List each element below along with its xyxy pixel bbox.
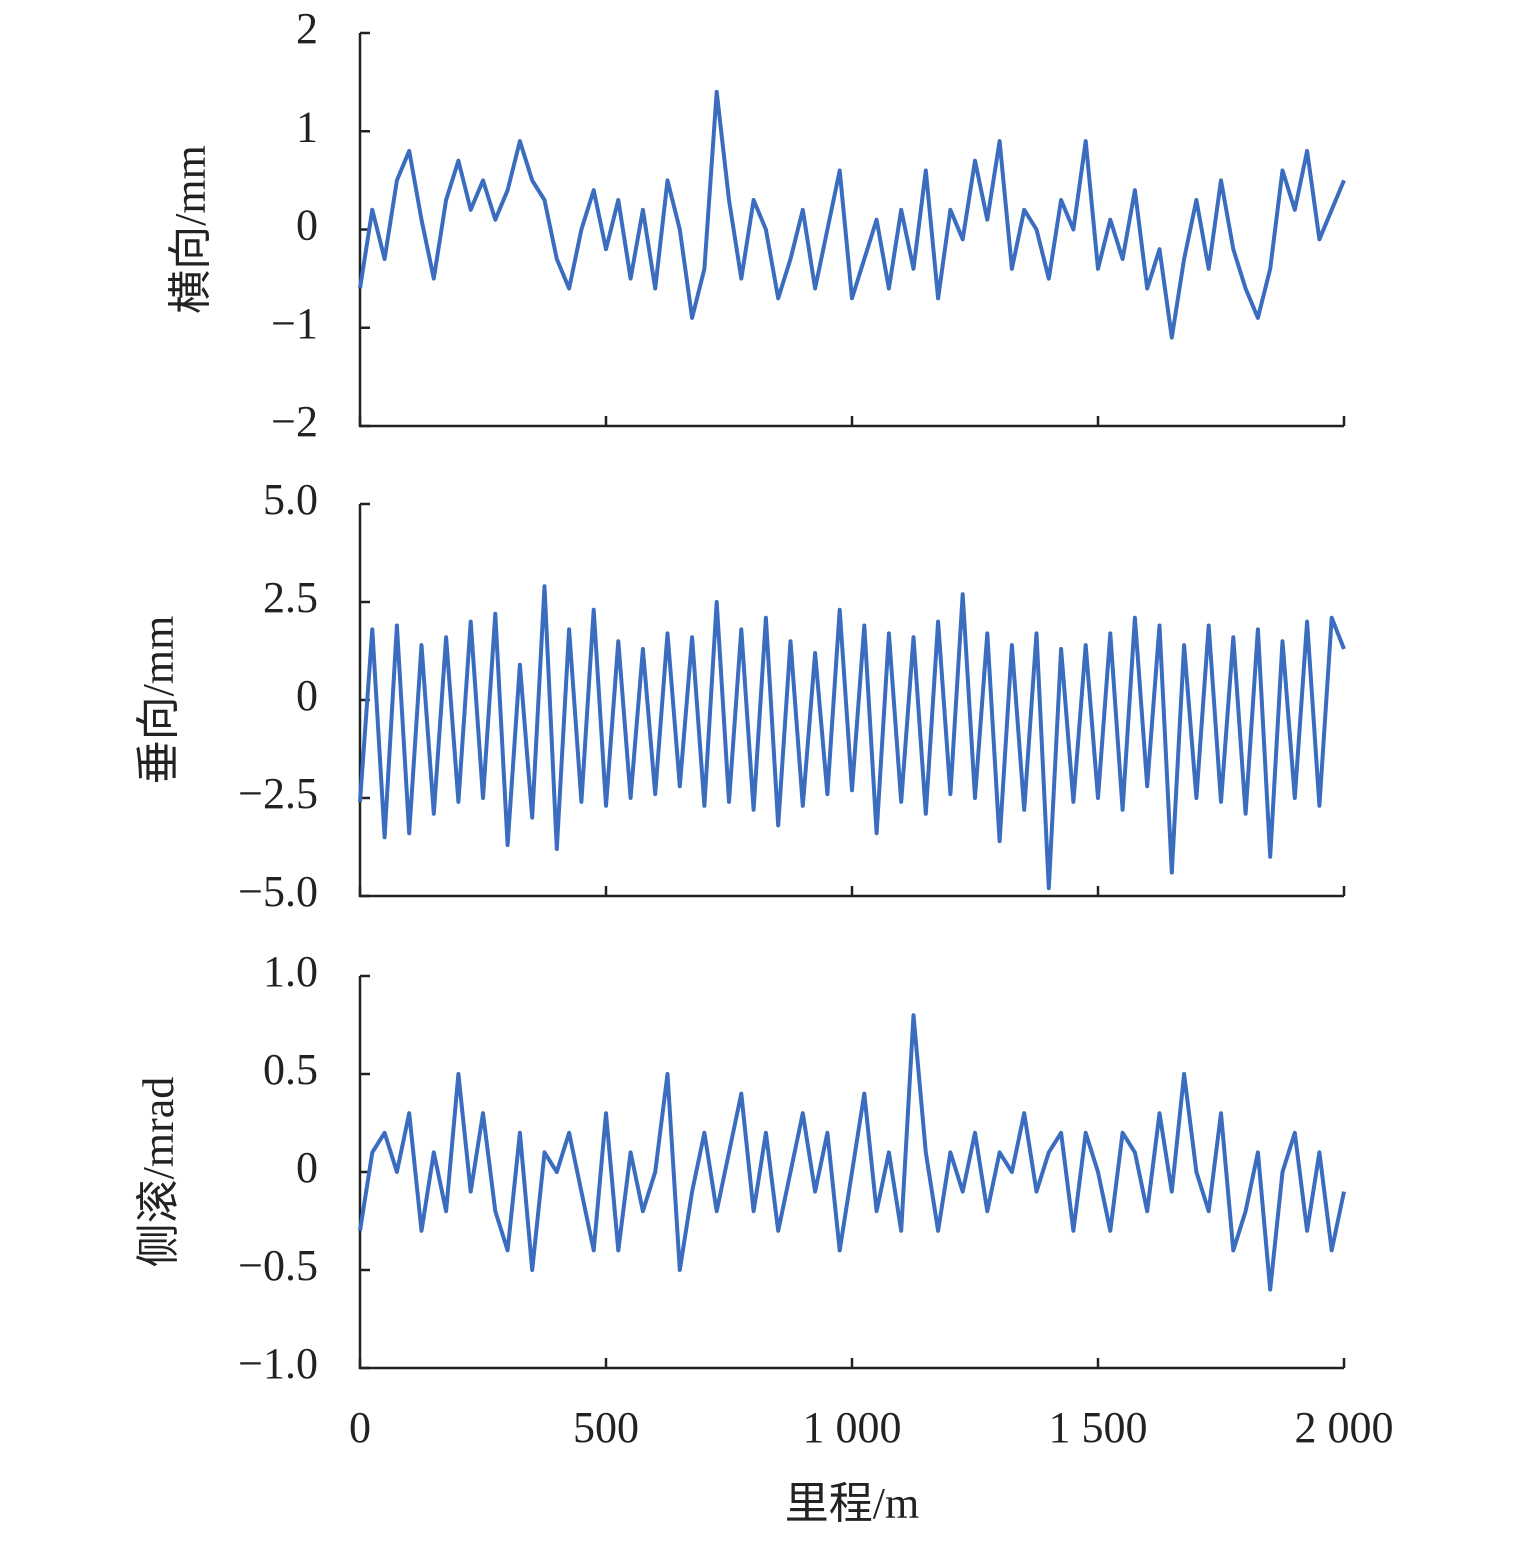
y-tick-label: −1.0 bbox=[238, 1339, 318, 1388]
data-line bbox=[358, 584, 1346, 891]
y-tick-label: −2.5 bbox=[238, 769, 318, 818]
x-tick-label: 500 bbox=[573, 1403, 639, 1452]
y-tick-label: 2 bbox=[296, 4, 318, 53]
y-tick-label: −0.5 bbox=[238, 1241, 318, 1290]
y-tick-label: 0 bbox=[296, 1143, 318, 1192]
axes bbox=[358, 33, 1344, 428]
y-tick-label: 2.5 bbox=[263, 573, 318, 622]
x-tick-label: 1 000 bbox=[803, 1403, 902, 1452]
y-axis-label: 横向/mm bbox=[166, 145, 215, 314]
y-tick-label: 0 bbox=[296, 671, 318, 720]
x-axis-label: 里程/m bbox=[785, 1479, 919, 1528]
y-axis-label: 垂向/mm bbox=[134, 616, 183, 785]
y-tick-label: −5.0 bbox=[238, 867, 318, 916]
x-tick-label: 0 bbox=[349, 1403, 371, 1452]
data-line bbox=[358, 1013, 1346, 1292]
y-tick-label: 0 bbox=[296, 201, 318, 250]
x-tick-label: 1 500 bbox=[1049, 1403, 1148, 1452]
x-tick-label: 2 000 bbox=[1295, 1403, 1394, 1452]
y-tick-label: 0.5 bbox=[263, 1045, 318, 1094]
y-tick-label: −2 bbox=[271, 397, 318, 446]
y-axis-label: 侧滚/mrad bbox=[134, 1077, 183, 1268]
y-tick-label: 1.0 bbox=[263, 947, 318, 996]
y-tick-label: 1 bbox=[296, 102, 318, 151]
data-line bbox=[358, 89, 1346, 340]
y-tick-label: 5.0 bbox=[263, 475, 318, 524]
y-tick-label: −1 bbox=[271, 299, 318, 348]
